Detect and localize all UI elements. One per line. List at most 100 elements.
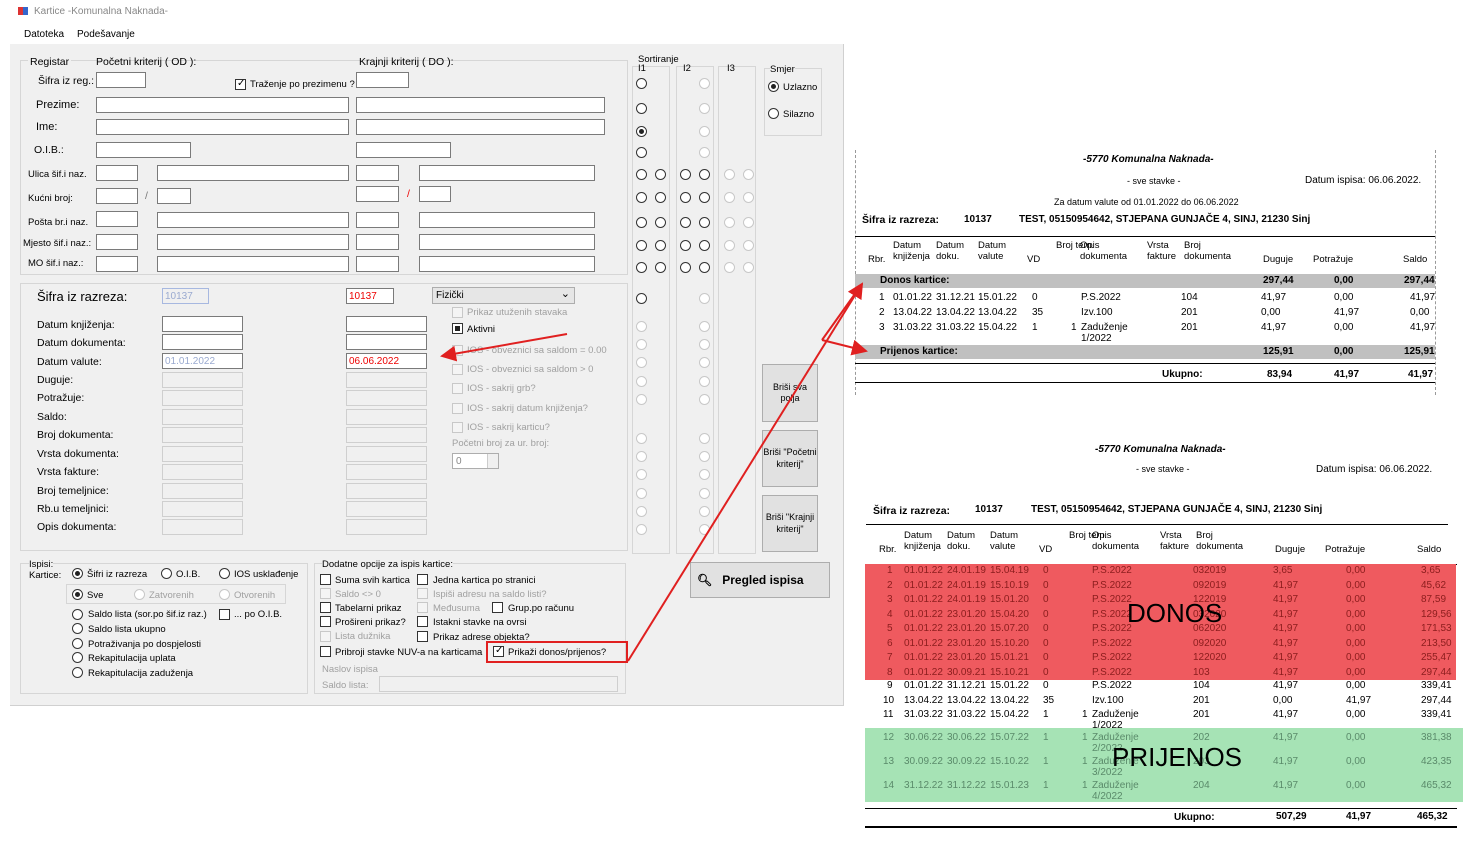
sort-radio[interactable] [636,488,647,499]
po-oib-checkbox[interactable] [219,609,230,620]
sort-radio[interactable] [655,217,666,228]
datum-knjizenja-od-input[interactable] [162,316,243,332]
prikaz-adrese-checkbox[interactable] [417,631,428,642]
ime-do-input[interactable] [356,119,605,135]
sort-radio[interactable] [636,217,647,228]
prosireni-checkbox[interactable] [320,616,331,627]
kucni-od-input[interactable] [96,188,138,204]
uzlazno-radio[interactable] [768,81,779,92]
sort-radio[interactable] [636,240,647,251]
vrsta-fakture-od-input[interactable] [162,464,243,480]
brisi-pocetni-button[interactable]: Briši "Početni kriterij" [762,430,818,487]
kucni-do-input[interactable] [356,186,399,202]
sort-radio[interactable] [724,217,735,228]
sort-radio[interactable] [724,192,735,203]
ios-uskladjenje-radio[interactable] [219,568,230,579]
aktivni-checkbox[interactable] [452,323,463,334]
brisi-sva-polja-button[interactable]: Briši sva polja [762,364,818,422]
saldo-od-input[interactable] [162,409,243,425]
sort-radio[interactable] [636,433,647,444]
prezime-do-input[interactable] [356,97,605,113]
rb-temeljnici-do-input[interactable] [346,501,427,517]
sort-radio[interactable] [655,240,666,251]
saldo-ne0-checkbox[interactable] [320,588,331,599]
sort-radio[interactable] [743,262,754,273]
sort-radio[interactable] [743,192,754,203]
saldo-lista-sor-radio[interactable] [72,609,83,620]
sort-radio[interactable] [636,321,647,332]
sort-radio[interactable] [699,357,710,368]
posta-br-do-input[interactable] [356,212,399,228]
rek-zaduzenja-radio[interactable] [72,667,83,678]
sort-radio[interactable] [699,169,710,180]
sort-radio[interactable] [636,293,647,304]
ios5-checkbox[interactable] [452,422,463,433]
datum-knjizenja-do-input[interactable] [346,316,427,332]
sort-radio[interactable] [636,524,647,535]
sort-radio[interactable] [636,451,647,462]
posta-br-od-input[interactable] [96,211,138,227]
ios2-checkbox[interactable] [452,364,463,375]
sort-radio[interactable] [636,169,647,180]
broj-dokumenta-do-input[interactable] [346,427,427,443]
rb-temeljnici-od-input[interactable] [162,501,243,517]
mo-naz-do-input[interactable] [419,256,595,272]
sort-radio[interactable] [636,147,647,158]
sort-radio[interactable] [636,469,647,480]
sifra-razreza-do-input[interactable]: 10137 [346,288,394,304]
trazenje-checkbox[interactable] [235,78,246,90]
sort-radio[interactable] [636,103,647,114]
potrazuje-od-input[interactable] [162,390,243,406]
sort-radio[interactable] [636,192,647,203]
ios3-checkbox[interactable] [452,383,463,394]
jedna-kartica-checkbox[interactable] [417,574,428,585]
sort-radio[interactable] [743,169,754,180]
ime-od-input[interactable] [96,119,349,135]
mjesto-sif-do-input[interactable] [356,234,399,250]
ulica-sif-od-input[interactable] [96,165,138,181]
mjesto-sif-od-input[interactable] [96,234,138,250]
sort-radio[interactable] [636,78,647,89]
saldo-lista-ukupno-radio[interactable] [72,623,83,634]
sort-radio[interactable] [680,262,691,273]
sifra-reg-do-input[interactable] [356,72,409,88]
silazno-radio[interactable] [768,108,779,119]
opis-dokumenta-do-input[interactable] [346,519,427,535]
sve-radio[interactable] [72,589,83,600]
menu-datoteka[interactable]: Datoteka [24,29,65,40]
duguje-od-input[interactable] [162,372,243,388]
mo-sif-do-input[interactable] [356,256,399,272]
sifra-razreza-od-input[interactable]: 10137 [162,288,209,304]
broj-temeljnice-do-input[interactable] [346,483,427,499]
broj-temeljnice-od-input[interactable] [162,483,243,499]
prezime-od-input[interactable] [96,97,349,113]
datum-valute-do-input[interactable]: 06.06.2022 [346,353,427,369]
sort-radio[interactable] [724,262,735,273]
zatvorenih-radio[interactable] [134,589,145,600]
pocetni-broj-spinner[interactable]: 0 [452,453,499,469]
saldo-do-input[interactable] [346,409,427,425]
sort-radio[interactable] [655,192,666,203]
sort-radio[interactable] [680,217,691,228]
sort-radio[interactable] [699,488,710,499]
datum-dokumenta-od-input[interactable] [162,334,243,350]
mjesto-naz-od-input[interactable] [157,234,349,250]
sort-radio[interactable] [724,240,735,251]
sort-radio[interactable] [680,240,691,251]
lista-duznika-checkbox[interactable] [320,631,331,642]
mjesto-naz-do-input[interactable] [419,234,595,250]
mo-sif-od-input[interactable] [96,256,138,272]
vrsta-dokumenta-do-input[interactable] [346,446,427,462]
sort-radio[interactable] [699,506,710,517]
vrsta-dokumenta-od-input[interactable] [162,446,243,462]
ios4-checkbox[interactable] [452,403,463,414]
sort-radio[interactable] [636,126,647,137]
oib-radio[interactable] [161,568,172,579]
ulica-sif-do-input[interactable] [356,165,399,181]
otvorenih-radio[interactable] [219,589,230,600]
sifra-reg-od-input[interactable] [96,72,146,88]
potrazivanja-radio[interactable] [72,638,83,649]
sifri-razreza-radio[interactable] [72,568,83,579]
ulica-naz-od-input[interactable] [157,165,349,181]
kucni-dod-do-input[interactable] [419,186,451,202]
